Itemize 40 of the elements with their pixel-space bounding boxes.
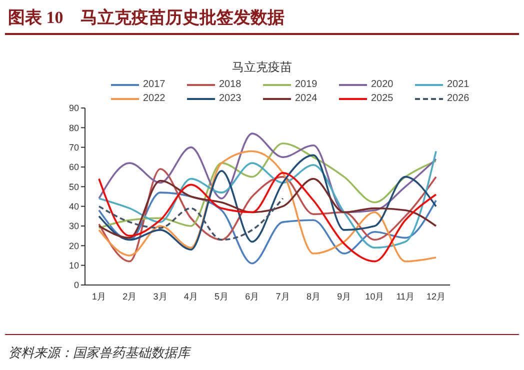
x-tick-label: 10月 (365, 291, 384, 302)
y-tick-label: 10 (68, 260, 79, 271)
x-tick-label: 1月 (92, 291, 106, 302)
legend-label: 2018 (219, 79, 242, 90)
text: 资料来源：国家兽药基础数据库 (8, 344, 190, 362)
y-tick-label: 40 (68, 202, 79, 212)
y-tick-label: 60 (68, 162, 79, 172)
x-tick-label: 11月 (396, 291, 415, 302)
line-series (98, 198, 284, 241)
legend-label: 2026 (447, 93, 470, 104)
x-tick-label: 7月 (276, 291, 290, 302)
x-tick-label: 5月 (214, 291, 229, 302)
x-tick-label: 12月 (426, 291, 446, 302)
x-tick-label: 8月 (306, 291, 320, 302)
y-tick-label: 80 (68, 122, 79, 133)
line-series (98, 132, 437, 214)
y-tick-label: 70 (68, 142, 79, 153)
legend-label: 2019 (295, 79, 318, 90)
y-tick-label: 0 (74, 280, 79, 290)
legend-label: 2020 (371, 79, 394, 90)
x-tick-label: 4月 (184, 291, 198, 302)
legend-label: 2023 (219, 93, 242, 104)
x-tick-label: 2月 (122, 291, 137, 302)
x-tick-label: 9月 (337, 291, 352, 302)
line-series (98, 192, 437, 264)
legend-label: 2022 (143, 93, 166, 104)
legend-label: 2025 (371, 93, 394, 104)
chart-title: 图表 10 马立克疫苗历史批签发数据 (8, 7, 284, 29)
y-tick-label: 30 (68, 221, 79, 232)
line-series (98, 142, 437, 229)
chart-subtitle: 马立克疫苗 (231, 59, 293, 76)
legend-label: 2017 (143, 79, 166, 90)
y-tick-label: 90 (68, 103, 79, 114)
legend-label: 2024 (295, 93, 318, 104)
x-tick-label: 6月 (245, 291, 260, 302)
y-tick-label: 20 (68, 240, 79, 251)
legend-label: 2021 (447, 79, 470, 90)
line-series (98, 178, 437, 239)
y-tick-label: 50 (68, 182, 79, 192)
x-tick-label: 3月 (153, 291, 168, 302)
